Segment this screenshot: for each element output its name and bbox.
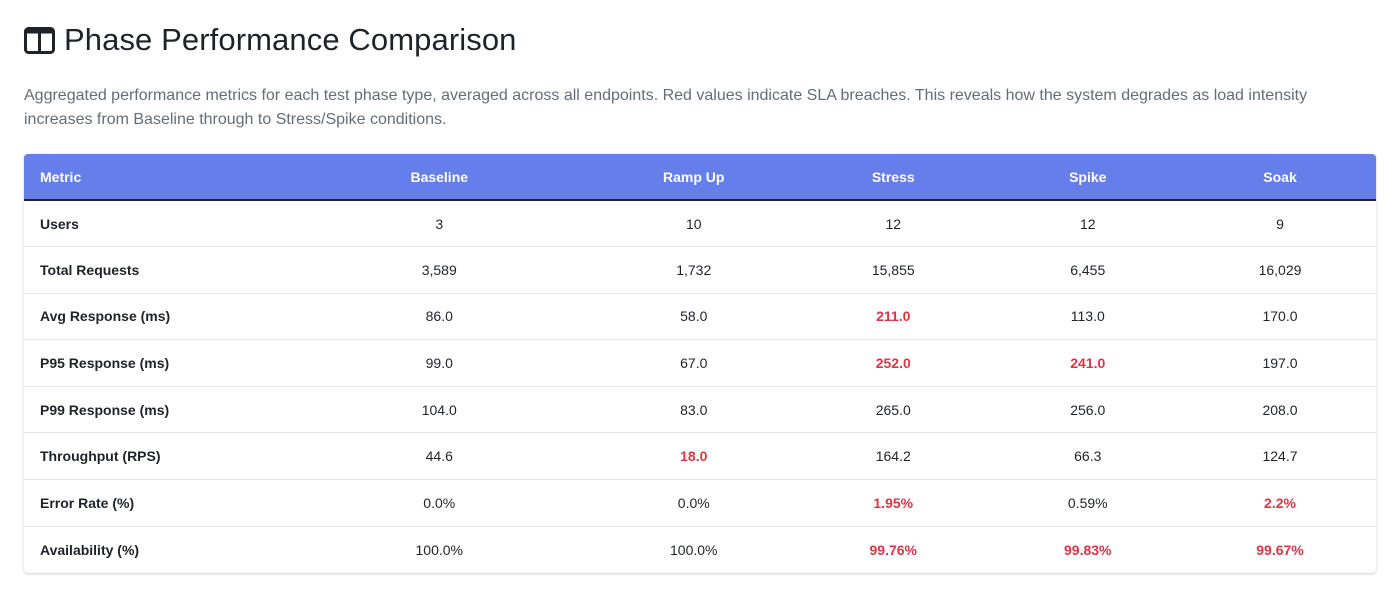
- column-header-metric[interactable]: Metric: [24, 154, 286, 201]
- cell-soak: 16,029: [1258, 261, 1302, 278]
- column-header-stress[interactable]: Stress: [795, 154, 992, 201]
- cell-soak: 170.0: [1262, 308, 1298, 325]
- cell-ramp-up: 58.0: [680, 308, 708, 325]
- cell-ramp-up-sla-breach: 18.0: [680, 448, 708, 465]
- page-title: Phase Performance Comparison: [64, 22, 517, 57]
- cell-stress-sla-breach: 252.0: [875, 355, 911, 372]
- table-row-avg-response-ms: Avg Response (ms) 86.0 58.0 211.0 113.0 170.0: [24, 293, 1376, 340]
- table-row-p95-response-ms: P95 Response (ms) 99.0 67.0 252.0 241.0 197.0: [24, 340, 1376, 387]
- table-row-total-requests: Total Requests 3,589 1,732 15,855 6,455 16,02…: [24, 247, 1376, 294]
- table-row-throughput-rps: Throughput (RPS) 44.6 18.0 164.2 66.3 124.7: [24, 433, 1376, 480]
- cell-spike: 12: [1079, 215, 1096, 232]
- cell-ramp-up: 0.0%: [677, 494, 710, 511]
- cell-spike-sla-breach: 241.0: [1070, 355, 1106, 372]
- cell-stress-sla-breach: 99.76%: [869, 541, 917, 558]
- comparison-table-card: Metric Baseline Ramp Up Stress Spike Soa…: [24, 154, 1376, 573]
- cell-ramp-up: 67.0: [680, 355, 708, 372]
- cell-stress: 265.0: [875, 401, 911, 418]
- cell-spike: 0.59%: [1067, 494, 1108, 511]
- table-body: Users 3 10 12 12 9 Total Requests 3,589 1,732 15,…: [24, 200, 1376, 573]
- cell-soak: 124.7: [1262, 448, 1298, 465]
- cell-spike: 113.0: [1070, 308, 1105, 325]
- metric-name: Users: [40, 215, 79, 232]
- cell-baseline: 3,589: [421, 261, 457, 278]
- cell-stress: 12: [885, 215, 902, 232]
- cell-baseline: 0.0%: [423, 494, 456, 511]
- cell-stress-sla-breach: 211.0: [876, 308, 911, 325]
- cell-baseline: 3: [435, 215, 444, 232]
- cell-baseline: 104.0: [421, 401, 457, 418]
- cell-baseline: 44.6: [425, 448, 453, 465]
- cell-baseline: 99.0: [425, 355, 453, 372]
- metric-name: P99 Response (ms): [40, 401, 170, 418]
- metric-name: P95 Response (ms): [40, 355, 170, 372]
- cell-ramp-up: 100.0%: [670, 541, 718, 558]
- cell-soak-sla-breach: 99.67%: [1256, 541, 1304, 558]
- table-row-p99-response-ms: P99 Response (ms) 104.0 83.0 265.0 256.0 208.…: [24, 386, 1376, 433]
- page-description: Aggregated performance metrics for each …: [24, 87, 1308, 128]
- cell-stress: 15,855: [871, 261, 915, 278]
- phase-comparison-section: Phase Performance Comparison Aggregated …: [24, 0, 1376, 573]
- cell-stress: 164.2: [875, 448, 911, 465]
- table-row-error-rate: Error Rate (%) 0.0% 0.0% 1.95% 0.59% 2.2%: [24, 480, 1376, 527]
- cell-baseline: 86.0: [425, 308, 453, 325]
- table-row-availability: Availability (%) 100.0% 100.0% 99.76% 99.83%…: [24, 526, 1376, 573]
- metric-name: Total Requests: [40, 261, 140, 278]
- cell-ramp-up: 10: [685, 215, 702, 232]
- cell-soak: 9: [1276, 215, 1284, 232]
- column-header-soak[interactable]: Soak: [1184, 154, 1376, 201]
- comparison-table: Metric Baseline Ramp Up Stress Spike Soa…: [24, 154, 1376, 573]
- metric-name: Avg Response (ms): [40, 308, 171, 325]
- cell-spike-sla-breach: 99.83%: [1064, 541, 1112, 558]
- table-row-users: Users 3 10 12 12 9: [24, 200, 1376, 247]
- column-header-spike[interactable]: Spike: [991, 154, 1184, 201]
- cell-ramp-up: 1,732: [676, 261, 712, 278]
- metric-name: Availability (%): [40, 541, 140, 558]
- table-header-row: Metric Baseline Ramp Up Stress Spike Soa…: [24, 154, 1376, 201]
- cell-soak: 208.0: [1262, 401, 1298, 418]
- cell-spike: 256.0: [1070, 401, 1106, 418]
- cell-baseline: 100.0%: [415, 541, 463, 558]
- cell-soak-sla-breach: 2.2%: [1264, 494, 1296, 511]
- cell-spike: 66.3: [1074, 448, 1102, 465]
- title-row: Phase Performance Comparison: [24, 0, 1376, 80]
- column-header-baseline[interactable]: Baseline: [286, 154, 593, 201]
- cell-spike: 6,455: [1070, 261, 1106, 278]
- metric-name: Error Rate (%): [40, 494, 135, 511]
- column-header-ramp-up[interactable]: Ramp Up: [592, 154, 795, 201]
- metric-name: Throughput (RPS): [40, 448, 161, 465]
- cell-stress-sla-breach: 1.95%: [873, 494, 914, 511]
- cell-soak: 197.0: [1262, 355, 1298, 372]
- cell-ramp-up: 83.0: [680, 401, 708, 418]
- columns-icon: [24, 26, 55, 54]
